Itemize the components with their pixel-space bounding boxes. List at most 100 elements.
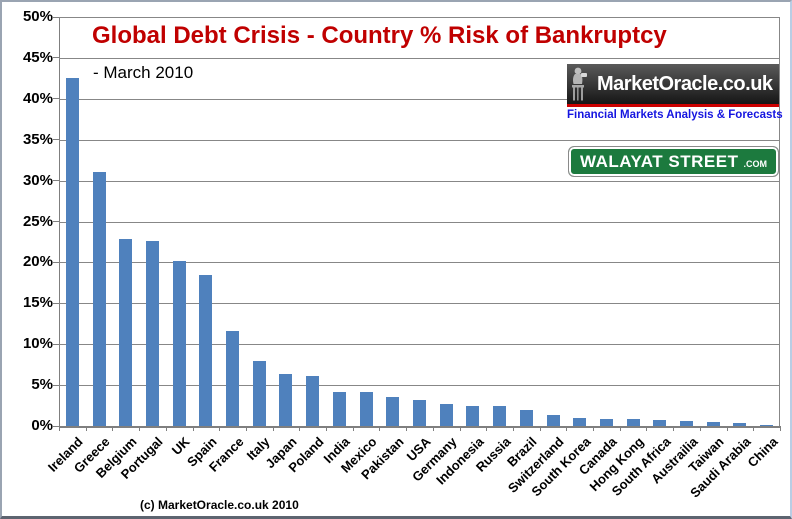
x-axis-tick — [192, 426, 194, 431]
chart-bar — [306, 376, 320, 426]
market-oracle-logo: MarketOracle.co.uk Financial Markets Ana… — [567, 64, 783, 122]
x-axis-tick — [272, 426, 274, 431]
street-sign-text: WALAYAT STREET — [580, 151, 739, 171]
chart-bar — [733, 423, 747, 426]
x-axis-tick — [726, 426, 728, 431]
street-sign-suffix: .COM — [743, 158, 767, 169]
chart-bar — [252, 361, 266, 426]
y-axis-label: 35% — [22, 130, 53, 148]
x-axis-tick — [459, 426, 461, 431]
chart-bar — [680, 421, 694, 426]
chart-bar — [359, 392, 373, 426]
gridline — [59, 344, 780, 346]
x-axis-tick — [219, 426, 221, 431]
gridline — [59, 262, 780, 264]
market-oracle-logo-text: MarketOracle.co.uk — [597, 72, 773, 95]
chart-bar — [386, 397, 400, 426]
chart-bar — [413, 400, 426, 426]
market-oracle-tagline: Financial Markets Analysis & Forecasts — [567, 107, 783, 122]
chart-bar — [199, 275, 213, 426]
x-axis-tick — [326, 426, 328, 431]
x-axis-tick — [486, 426, 488, 431]
logo-red-stripe — [567, 104, 779, 107]
y-axis-label: 5% — [31, 376, 53, 394]
x-axis-tick — [539, 426, 541, 431]
chart-title: Global Debt Crisis - Country % Risk of B… — [88, 22, 671, 50]
thinker-statue-icon — [572, 67, 587, 101]
chart-bar — [626, 419, 640, 426]
y-axis-tick — [53, 221, 59, 222]
chart-subtitle: - March 2010 — [90, 63, 197, 83]
y-axis-label: 50% — [22, 8, 53, 25]
x-axis-tick — [139, 426, 141, 431]
chart-bar — [145, 241, 159, 426]
x-axis-tick — [753, 426, 755, 431]
x-axis-tick — [406, 426, 408, 431]
y-axis-tick — [53, 384, 59, 386]
y-axis-line — [59, 17, 60, 428]
x-axis-tick — [512, 426, 514, 431]
x-axis-tick — [379, 426, 381, 431]
chart-bar — [439, 404, 453, 426]
gridline — [59, 57, 780, 59]
y-axis-label: 10% — [22, 335, 53, 353]
y-axis-label: 40% — [22, 89, 53, 107]
chart-bar — [546, 415, 560, 426]
chart-bar — [599, 419, 613, 426]
x-axis-tick — [299, 426, 301, 431]
y-axis-tick — [53, 57, 59, 59]
x-axis-tick — [673, 426, 675, 431]
x-axis-tick — [432, 426, 434, 431]
gridline — [59, 180, 780, 182]
y-axis-label: 30% — [22, 171, 53, 189]
y-axis-tick — [53, 261, 59, 263]
chart-bar — [92, 172, 106, 426]
y-axis-label: 45% — [22, 48, 53, 66]
x-axis-tick — [165, 426, 167, 431]
x-axis-tick — [112, 426, 114, 431]
gridline — [59, 139, 780, 141]
chart-bar — [332, 392, 346, 426]
x-axis-tick — [619, 426, 621, 431]
gridline — [59, 221, 780, 223]
y-axis-tick — [53, 180, 59, 182]
chart-bar — [653, 420, 667, 426]
chart-bar — [493, 406, 507, 426]
y-axis-tick — [53, 302, 59, 304]
chart-bar — [279, 374, 293, 426]
x-axis-tick — [593, 426, 595, 431]
plot-area: 0% 5% 10% 15% 20% 25% 30% 35% 40% 45% 50% Ireland Gr… — [23, 8, 781, 500]
chart-bar — [466, 406, 480, 426]
chart-bar — [65, 78, 79, 426]
y-axis-label: 20% — [22, 253, 53, 271]
gridline — [59, 303, 780, 305]
y-axis-tick — [53, 16, 59, 18]
x-axis-tick — [245, 426, 247, 431]
x-axis-tick — [780, 426, 781, 431]
chart-bar — [119, 239, 133, 426]
gridline — [59, 98, 780, 100]
copyright-footer: (c) MarketOracle.co.uk 2010 — [140, 498, 299, 512]
market-oracle-banner: MarketOracle.co.uk — [567, 64, 779, 104]
x-axis-tick — [646, 426, 648, 431]
walayat-street-sign: WALAYAT STREET .COM — [568, 146, 779, 177]
y-axis-tick — [53, 98, 59, 100]
chart-bar — [760, 425, 774, 426]
y-axis-tick — [53, 139, 59, 141]
x-axis-tick — [699, 426, 701, 431]
chart-bar — [706, 422, 720, 426]
x-axis-line — [59, 426, 780, 428]
chart-bar — [573, 418, 587, 426]
y-axis-label: 15% — [22, 294, 53, 312]
y-axis-label: 25% — [22, 212, 53, 230]
chart-bar — [226, 331, 240, 426]
y-axis-label: 0% — [31, 417, 53, 434]
chart-bar — [519, 410, 533, 426]
x-axis-tick — [566, 426, 568, 431]
x-axis-tick — [85, 426, 87, 431]
gridline — [59, 17, 780, 18]
x-axis-tick — [352, 426, 354, 431]
y-axis-tick — [53, 343, 59, 345]
x-axis-tick — [59, 426, 60, 431]
